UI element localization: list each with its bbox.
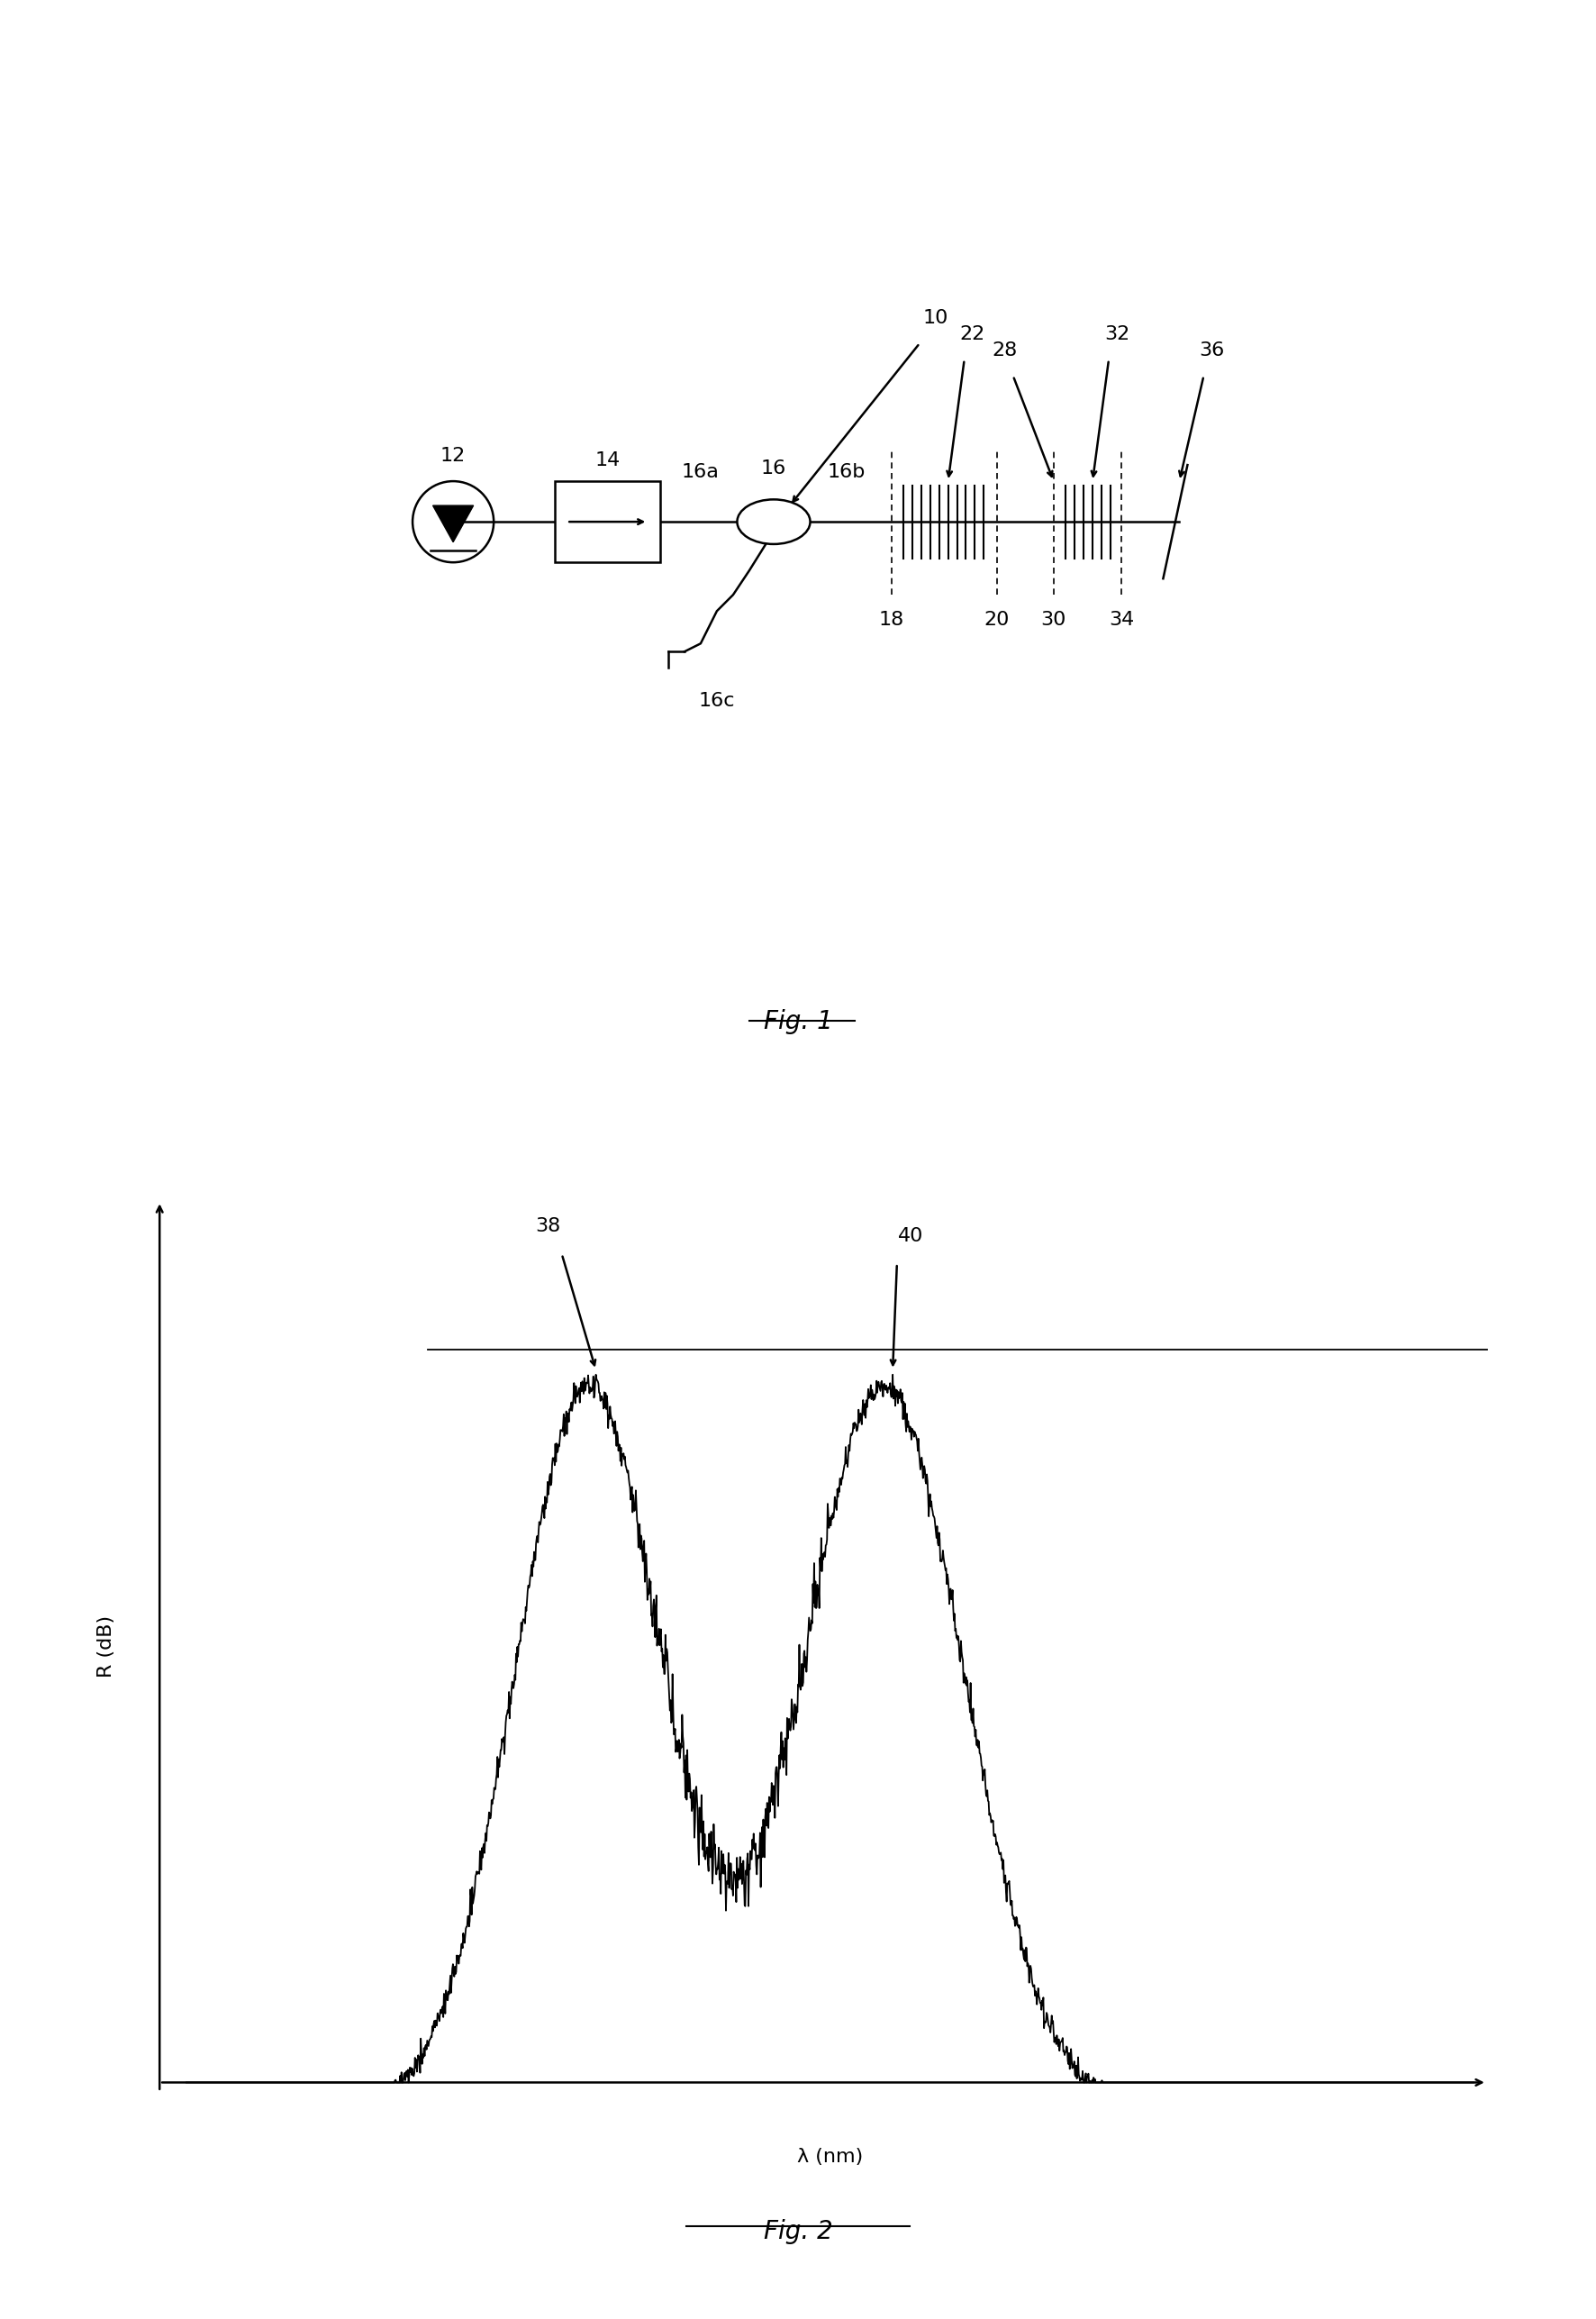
Text: 16b: 16b xyxy=(828,464,865,482)
Text: 36: 36 xyxy=(1199,341,1224,359)
Text: 38: 38 xyxy=(536,1217,562,1236)
Text: 40: 40 xyxy=(897,1227,922,1245)
Text: 28: 28 xyxy=(993,341,1018,359)
Text: 16c: 16c xyxy=(699,693,736,710)
Ellipse shape xyxy=(737,499,811,545)
Text: Fig. 1: Fig. 1 xyxy=(763,1009,833,1034)
Text: 16a: 16a xyxy=(681,464,720,482)
Text: Fig. 2: Fig. 2 xyxy=(763,2219,833,2245)
Text: 16: 16 xyxy=(761,459,787,478)
Bar xyxy=(554,482,661,564)
Text: 22: 22 xyxy=(959,325,985,343)
Text: 34: 34 xyxy=(1109,612,1135,628)
Text: 30: 30 xyxy=(1041,612,1066,628)
Polygon shape xyxy=(433,506,474,543)
Text: 14: 14 xyxy=(595,450,619,468)
Text: 20: 20 xyxy=(985,612,1010,628)
Text: R (dB): R (dB) xyxy=(97,1616,115,1677)
Text: 12: 12 xyxy=(440,448,466,466)
Text: 18: 18 xyxy=(878,612,903,628)
Text: 32: 32 xyxy=(1104,325,1130,343)
Text: 10: 10 xyxy=(922,308,948,327)
Text: λ (nm): λ (nm) xyxy=(796,2147,863,2166)
